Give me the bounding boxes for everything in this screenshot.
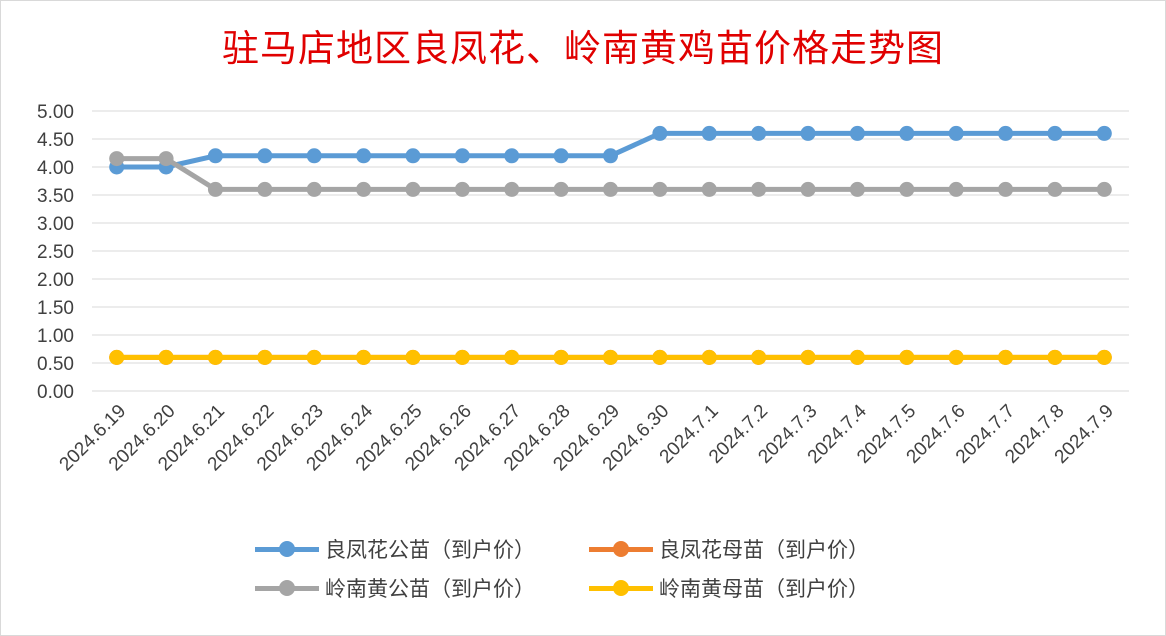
legend-swatch <box>255 534 319 564</box>
data-point <box>553 181 569 197</box>
data-point <box>1096 125 1112 141</box>
data-point <box>800 125 816 141</box>
data-point <box>553 148 569 164</box>
data-point <box>504 148 520 164</box>
data-point <box>899 349 915 365</box>
series-1 <box>109 125 1112 175</box>
legend-swatch <box>255 573 319 603</box>
data-point <box>454 349 470 365</box>
x-axis: 2024.6.192024.6.202024.6.212024.6.222024… <box>56 400 1118 475</box>
data-point <box>158 349 174 365</box>
legend-label: 良凤花母苗（到户价） <box>659 538 869 562</box>
data-point <box>652 125 668 141</box>
y-tick-label: 3.00 <box>37 214 74 235</box>
data-point <box>948 125 964 141</box>
data-point <box>257 148 273 164</box>
data-point <box>751 349 767 365</box>
y-tick-label: 2.50 <box>37 242 74 263</box>
chart-title: 驻马店地区良凤花、岭南黄鸡苗价格走势图 <box>222 27 944 70</box>
data-point <box>1047 349 1063 365</box>
data-point <box>849 181 865 197</box>
data-point <box>701 181 717 197</box>
y-tick-label: 3.50 <box>37 186 74 207</box>
data-point <box>603 349 618 365</box>
y-tick-label: 0.00 <box>37 382 74 403</box>
y-tick-label: 5.00 <box>37 102 74 123</box>
data-point <box>1096 349 1112 365</box>
data-point <box>701 349 717 365</box>
y-tick-label: 1.00 <box>37 326 74 347</box>
data-point <box>405 349 421 365</box>
data-point <box>504 349 520 365</box>
data-point <box>800 349 816 365</box>
data-point <box>751 125 767 141</box>
data-point <box>1047 181 1063 197</box>
data-point <box>207 181 223 197</box>
series-3 <box>109 151 1112 197</box>
data-point <box>1047 125 1063 141</box>
data-point <box>109 349 125 365</box>
data-point <box>652 181 668 197</box>
data-point <box>998 181 1014 197</box>
data-point <box>998 349 1014 365</box>
data-point <box>454 181 470 197</box>
data-point <box>306 148 322 164</box>
data-point <box>306 181 322 197</box>
data-point <box>405 148 421 164</box>
legend-item: 岭南黄母苗（到户价） <box>589 573 869 603</box>
legend-label: 良凤花公苗（到户价） <box>325 538 535 562</box>
data-point <box>405 181 421 197</box>
data-point <box>849 125 865 141</box>
data-point <box>948 181 964 197</box>
data-point <box>454 148 470 164</box>
y-axis: 0.00 0.50 1.00 1.50 2.00 2.50 3.00 3.50 4.00 4.50… <box>37 102 74 403</box>
data-point <box>652 349 668 365</box>
series-layer <box>109 125 1112 365</box>
data-point <box>356 349 372 365</box>
y-tick-label: 1.50 <box>37 298 74 319</box>
legend-item: 良凤花公苗（到户价） <box>255 534 535 564</box>
data-point <box>603 148 618 164</box>
y-tick-label: 2.00 <box>37 270 74 291</box>
data-point <box>1096 181 1112 197</box>
data-point <box>553 349 569 365</box>
data-point <box>109 151 125 167</box>
data-point <box>899 181 915 197</box>
data-point <box>257 181 273 197</box>
data-point <box>751 181 767 197</box>
data-point <box>504 181 520 197</box>
legend-item: 岭南黄公苗（到户价） <box>255 573 535 603</box>
data-point <box>306 349 322 365</box>
y-tick-label: 4.00 <box>37 158 74 179</box>
grid-layer <box>92 110 1129 392</box>
legend-item: 良凤花母苗（到户价） <box>589 534 869 564</box>
legend-swatch <box>589 573 653 603</box>
y-tick-label: 4.50 <box>37 130 74 151</box>
data-point <box>701 125 717 141</box>
data-point <box>356 181 372 197</box>
y-tick-label: 0.50 <box>37 354 74 375</box>
data-point <box>948 349 964 365</box>
data-point <box>998 125 1014 141</box>
data-point <box>158 151 174 167</box>
legend-label: 岭南黄公苗（到户价） <box>325 577 535 601</box>
legend-swatch <box>589 534 653 564</box>
data-point <box>899 125 915 141</box>
data-point <box>356 148 372 164</box>
legend-label: 岭南黄母苗（到户价） <box>659 577 869 601</box>
series-4 <box>109 349 1112 365</box>
data-point <box>800 181 816 197</box>
data-point <box>603 181 618 197</box>
data-point <box>849 349 865 365</box>
data-point <box>207 148 223 164</box>
data-point <box>207 349 223 365</box>
data-point <box>257 349 273 365</box>
